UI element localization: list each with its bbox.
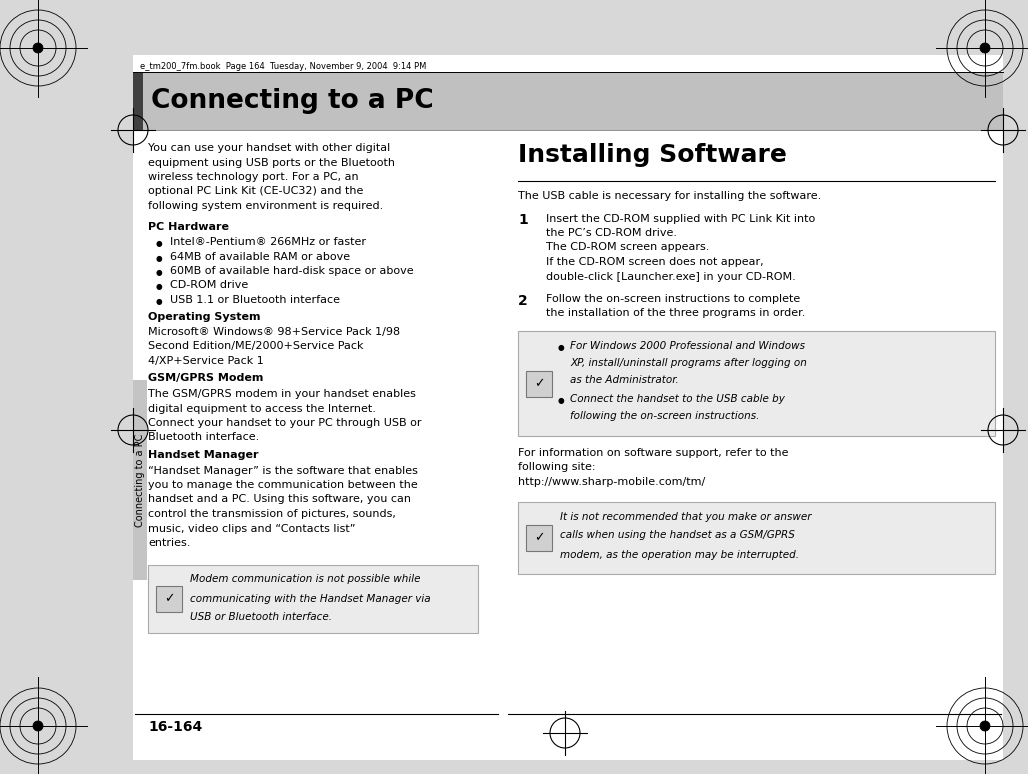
- Text: ●: ●: [156, 268, 162, 277]
- Text: communicating with the Handset Manager via: communicating with the Handset Manager v…: [190, 594, 431, 604]
- Text: For information on software support, refer to the: For information on software support, ref…: [518, 448, 788, 458]
- Text: Handset Manager: Handset Manager: [148, 450, 258, 460]
- Text: double-click [Launcher.exe] in your CD-ROM.: double-click [Launcher.exe] in your CD-R…: [546, 272, 796, 282]
- Text: wireless technology port. For a PC, an: wireless technology port. For a PC, an: [148, 172, 359, 182]
- Circle shape: [33, 43, 43, 53]
- Text: GSM/GPRS Modem: GSM/GPRS Modem: [148, 374, 263, 383]
- Text: the PC’s CD-ROM drive.: the PC’s CD-ROM drive.: [546, 228, 677, 238]
- Text: equipment using USB ports or the Bluetooth: equipment using USB ports or the Bluetoo…: [148, 157, 395, 167]
- Text: Follow the on-screen instructions to complete: Follow the on-screen instructions to com…: [546, 294, 800, 304]
- Text: Bluetooth interface.: Bluetooth interface.: [148, 433, 259, 443]
- Text: USB 1.1 or Bluetooth interface: USB 1.1 or Bluetooth interface: [170, 295, 340, 305]
- Text: following site:: following site:: [518, 463, 595, 472]
- Bar: [526, 371, 552, 396]
- Text: handset and a PC. Using this software, you can: handset and a PC. Using this software, y…: [148, 495, 411, 505]
- Text: You can use your handset with other digital: You can use your handset with other digi…: [148, 143, 391, 153]
- Text: entries.: entries.: [148, 538, 190, 548]
- Bar: [133, 72, 143, 130]
- Text: digital equipment to access the Internet.: digital equipment to access the Internet…: [148, 403, 376, 413]
- Text: modem, as the operation may be interrupted.: modem, as the operation may be interrupt…: [560, 550, 799, 560]
- Text: XP, install/uninstall programs after logging on: XP, install/uninstall programs after log…: [570, 358, 807, 368]
- Text: The USB cable is necessary for installing the software.: The USB cable is necessary for installin…: [518, 191, 821, 201]
- Text: ●: ●: [156, 283, 162, 292]
- Bar: [133, 380, 147, 580]
- Bar: [156, 585, 182, 611]
- Text: ✓: ✓: [534, 377, 544, 390]
- Text: control the transmission of pictures, sounds,: control the transmission of pictures, so…: [148, 509, 396, 519]
- Text: Intel®-Pentium® 266MHz or faster: Intel®-Pentium® 266MHz or faster: [170, 237, 366, 247]
- Text: ●: ●: [156, 297, 162, 306]
- Text: ✓: ✓: [163, 592, 175, 605]
- Bar: [133, 72, 1003, 130]
- Circle shape: [33, 721, 43, 731]
- Text: 2: 2: [518, 294, 527, 308]
- Text: Installing Software: Installing Software: [518, 143, 786, 167]
- Text: Connect your handset to your PC through USB or: Connect your handset to your PC through …: [148, 418, 421, 428]
- Bar: [518, 502, 995, 574]
- Text: Modem communication is not possible while: Modem communication is not possible whil…: [190, 574, 420, 584]
- Text: ●: ●: [156, 239, 162, 248]
- Text: following system environment is required.: following system environment is required…: [148, 201, 383, 211]
- Text: calls when using the handset as a GSM/GPRS: calls when using the handset as a GSM/GP…: [560, 530, 795, 540]
- Text: The GSM/GPRS modem in your handset enables: The GSM/GPRS modem in your handset enabl…: [148, 389, 416, 399]
- Text: the installation of the three programs in order.: the installation of the three programs i…: [546, 309, 805, 318]
- Text: Operating System: Operating System: [148, 311, 260, 321]
- Bar: [526, 525, 552, 550]
- Text: 1: 1: [518, 214, 527, 228]
- Text: It is not recommended that you make or answer: It is not recommended that you make or a…: [560, 512, 811, 522]
- Text: Connecting to a PC: Connecting to a PC: [135, 433, 145, 526]
- Text: 64MB of available RAM or above: 64MB of available RAM or above: [170, 252, 351, 262]
- Text: http://www.sharp-mobile.com/tm/: http://www.sharp-mobile.com/tm/: [518, 477, 705, 487]
- Text: For Windows 2000 Professional and Windows: For Windows 2000 Professional and Window…: [570, 341, 805, 351]
- Text: ✓: ✓: [534, 531, 544, 544]
- Text: Connecting to a PC: Connecting to a PC: [151, 88, 434, 114]
- Text: CD-ROM drive: CD-ROM drive: [170, 280, 248, 290]
- Text: Insert the CD-ROM supplied with PC Link Kit into: Insert the CD-ROM supplied with PC Link …: [546, 214, 815, 224]
- Text: following the on-screen instructions.: following the on-screen instructions.: [570, 411, 760, 421]
- Text: optional PC Link Kit (CE-UC32) and the: optional PC Link Kit (CE-UC32) and the: [148, 187, 363, 197]
- Bar: [148, 564, 478, 632]
- Text: e_tm200_7fm.book  Page 164  Tuesday, November 9, 2004  9:14 PM: e_tm200_7fm.book Page 164 Tuesday, Novem…: [140, 62, 427, 71]
- Text: If the CD-ROM screen does not appear,: If the CD-ROM screen does not appear,: [546, 257, 764, 267]
- Bar: [133, 55, 1003, 760]
- Circle shape: [980, 721, 990, 731]
- Text: 4/XP+Service Pack 1: 4/XP+Service Pack 1: [148, 356, 264, 366]
- Text: PC Hardware: PC Hardware: [148, 221, 229, 231]
- Text: you to manage the communication between the: you to manage the communication between …: [148, 480, 417, 490]
- Text: Connect the handset to the USB cable by: Connect the handset to the USB cable by: [570, 394, 784, 404]
- Text: Second Edition/ME/2000+Service Pack: Second Edition/ME/2000+Service Pack: [148, 341, 364, 351]
- Circle shape: [980, 43, 990, 53]
- Text: as the Administrator.: as the Administrator.: [570, 375, 678, 385]
- Text: ●: ●: [558, 396, 564, 405]
- Text: music, video clips and “Contacts list”: music, video clips and “Contacts list”: [148, 523, 356, 533]
- Text: ●: ●: [156, 254, 162, 262]
- Text: ●: ●: [558, 343, 564, 352]
- Text: “Handset Manager” is the software that enables: “Handset Manager” is the software that e…: [148, 465, 417, 475]
- Text: 16-164: 16-164: [148, 720, 203, 734]
- Text: 60MB of available hard-disk space or above: 60MB of available hard-disk space or abo…: [170, 266, 413, 276]
- Text: The CD-ROM screen appears.: The CD-ROM screen appears.: [546, 242, 709, 252]
- Text: Microsoft® Windows® 98+Service Pack 1/98: Microsoft® Windows® 98+Service Pack 1/98: [148, 327, 400, 337]
- Text: USB or Bluetooth interface.: USB or Bluetooth interface.: [190, 612, 332, 622]
- Bar: [518, 331, 995, 436]
